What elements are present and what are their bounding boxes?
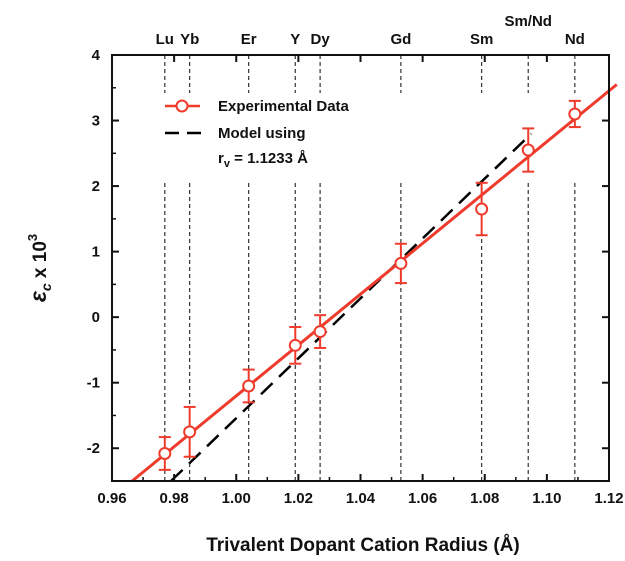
y-tick-label: 1 — [92, 244, 100, 261]
data-point — [521, 143, 535, 157]
plot-frame — [111, 54, 610, 482]
y-axis-title-symbol: ε — [25, 290, 51, 302]
dopant-label: Er — [241, 31, 257, 48]
y-tick-label: 0 — [92, 309, 100, 326]
legend-model-param-sub: v — [224, 158, 231, 170]
data-point — [394, 256, 408, 270]
x-tick-label: 1.04 — [346, 490, 376, 507]
y-axis-title-rest: x 10 — [30, 241, 51, 283]
experimental-points — [158, 99, 582, 471]
dopant-label: Sm/Nd — [504, 13, 552, 30]
dopant-label: Dy — [311, 31, 331, 48]
y-axis-title-superscript: 3 — [25, 234, 40, 241]
y-tick-label: -1 — [87, 375, 100, 392]
dopant-label: Lu — [156, 31, 174, 48]
data-point — [183, 425, 197, 439]
x-tick-label: 1.00 — [222, 490, 251, 507]
x-tick-label: 1.06 — [408, 490, 437, 507]
x-tick-label: 0.98 — [160, 490, 189, 507]
legend-model-param-value: = 1.1233 Å — [230, 150, 308, 167]
data-point — [313, 325, 327, 339]
y-axis-title: εc x 103 — [25, 234, 54, 302]
legend-exp-marker — [175, 99, 189, 113]
model-dashed-line — [170, 132, 533, 482]
x-tick-label: 1.08 — [470, 490, 499, 507]
y-axis-title-subscript: c — [38, 283, 54, 291]
legend: Experimental Data Model using rv = 1.123… — [165, 98, 350, 170]
x-tick-label: 1.02 — [284, 490, 313, 507]
data-point — [158, 446, 172, 460]
x-tick-label: 1.12 — [594, 490, 623, 507]
x-tick-label: 1.10 — [532, 490, 561, 507]
dopant-label: Nd — [565, 31, 585, 48]
x-axis-title: Trivalent Dopant Cation Radius (Å) — [206, 535, 520, 556]
experimental-fit-line — [131, 83, 618, 483]
legend-exp-label: Experimental Data — [218, 98, 350, 115]
model-line — [170, 132, 533, 482]
legend-model-param: rv = 1.1233 Å — [218, 150, 308, 170]
fit-line — [131, 83, 618, 483]
data-point — [475, 202, 489, 216]
legend-model-param-r: r — [218, 150, 224, 167]
legend-model-label: Model using — [218, 125, 306, 142]
data-point — [288, 338, 302, 352]
y-tick-label: 3 — [92, 113, 100, 130]
dopant-label: Yb — [180, 31, 199, 48]
dopant-label: Sm — [470, 31, 493, 48]
data-point — [568, 107, 582, 121]
x-tick-labels: 0.96 0.98 1.00 1.02 1.04 1.06 1.08 1.10 1.12 — [97, 490, 623, 507]
dopant-label: Gd — [390, 31, 411, 48]
dopant-labels: Lu Yb Er Y Dy Gd Sm Sm/Nd Nd — [156, 13, 585, 48]
x-tick-label: 0.96 — [97, 490, 126, 507]
axis-ticks — [111, 54, 610, 482]
y-tick-labels: -2 -1 0 1 2 3 4 — [87, 47, 101, 457]
y-tick-label: 2 — [92, 178, 100, 195]
y-tick-label: 4 — [92, 47, 101, 64]
y-tick-label: -2 — [87, 440, 100, 457]
dopant-guides — [164, 55, 576, 481]
dopant-label: Y — [290, 31, 300, 48]
data-point — [242, 379, 256, 393]
